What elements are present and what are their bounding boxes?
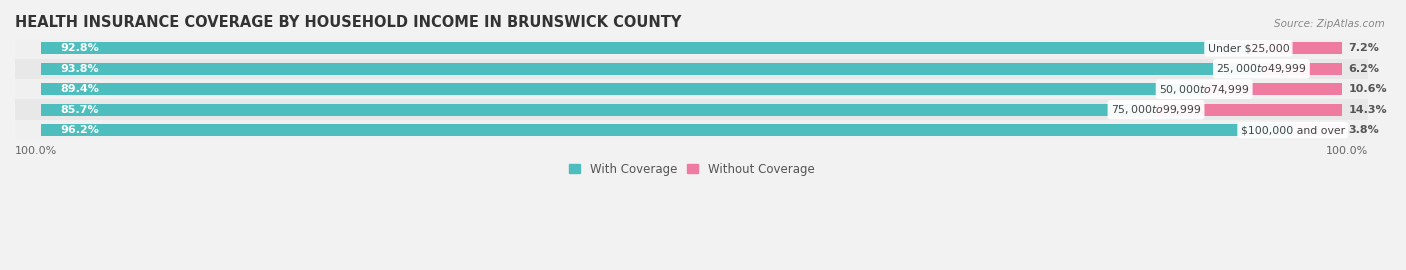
Bar — [41, 42, 1249, 55]
Text: 100.0%: 100.0% — [15, 146, 58, 156]
Text: 7.2%: 7.2% — [1348, 43, 1379, 53]
Text: 3.8%: 3.8% — [1348, 125, 1379, 135]
Text: $75,000 to $99,999: $75,000 to $99,999 — [1111, 103, 1201, 116]
Bar — [41, 103, 1156, 116]
Bar — [1249, 42, 1343, 55]
Bar — [1292, 124, 1343, 136]
Bar — [1261, 63, 1343, 75]
Legend: With Coverage, Without Coverage: With Coverage, Without Coverage — [564, 158, 820, 180]
Bar — [15, 79, 1368, 99]
Bar — [41, 124, 1292, 136]
Bar — [41, 63, 1261, 75]
Text: $50,000 to $74,999: $50,000 to $74,999 — [1159, 83, 1250, 96]
Text: 89.4%: 89.4% — [60, 84, 100, 94]
Text: 85.7%: 85.7% — [60, 105, 98, 115]
Text: 93.8%: 93.8% — [60, 64, 100, 74]
Bar — [41, 83, 1204, 95]
Text: 14.3%: 14.3% — [1348, 105, 1388, 115]
Text: 96.2%: 96.2% — [60, 125, 100, 135]
Text: 6.2%: 6.2% — [1348, 64, 1379, 74]
Bar — [1204, 83, 1343, 95]
Bar — [15, 99, 1368, 120]
Text: 92.8%: 92.8% — [60, 43, 100, 53]
Text: 100.0%: 100.0% — [1326, 146, 1368, 156]
Bar — [15, 120, 1368, 140]
Text: $100,000 and over: $100,000 and over — [1240, 125, 1344, 135]
Bar — [15, 38, 1368, 59]
Text: Under $25,000: Under $25,000 — [1208, 43, 1289, 53]
Text: Source: ZipAtlas.com: Source: ZipAtlas.com — [1274, 19, 1385, 29]
Text: 10.6%: 10.6% — [1348, 84, 1388, 94]
Bar — [1156, 103, 1343, 116]
Text: HEALTH INSURANCE COVERAGE BY HOUSEHOLD INCOME IN BRUNSWICK COUNTY: HEALTH INSURANCE COVERAGE BY HOUSEHOLD I… — [15, 15, 682, 30]
Text: $25,000 to $49,999: $25,000 to $49,999 — [1216, 62, 1306, 75]
Bar — [15, 59, 1368, 79]
